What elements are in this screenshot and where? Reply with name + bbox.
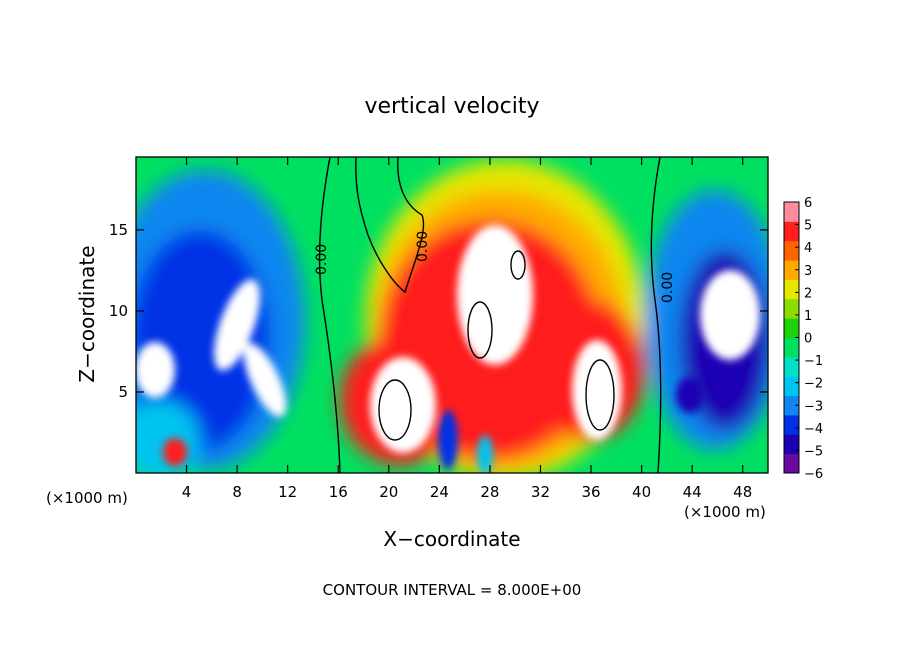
x-tick-label: 16 (329, 483, 348, 501)
colorbar-swatch (784, 434, 799, 455)
y-tick-label: 5 (118, 383, 128, 401)
colorbar-tick-label: 2 (804, 286, 812, 301)
colorbar-swatch (784, 395, 799, 416)
x-tick-label: 4 (182, 483, 192, 501)
colorbar-tick-label: 5 (804, 219, 812, 234)
y-axis: 5 10 15 (109, 221, 768, 401)
x-tick-label: 28 (480, 483, 499, 501)
colorbar-tick-label: −4 (804, 422, 823, 437)
y-tick-label: 15 (109, 221, 128, 239)
heatmap-field (136, 157, 768, 473)
colorbar-swatch (784, 414, 799, 435)
zero-contour-right (650, 157, 662, 473)
colorbar-tick-label: −2 (804, 377, 823, 392)
plot-frame (135, 156, 769, 474)
x-unit-left: (×1000 m) (46, 489, 128, 507)
y-axis-label: Z−coordinate (75, 245, 99, 382)
colorbar-tick-label: 6 (804, 196, 812, 211)
colorbar-tick-label: −5 (804, 444, 823, 459)
colorbar-tick-label: −1 (804, 354, 823, 369)
x-tick-label: 32 (531, 483, 550, 501)
contour-label: 0.00 (314, 244, 330, 275)
colorbar-swatch (784, 221, 799, 242)
x-tick-label: 40 (632, 483, 651, 501)
x-tick-label: 24 (430, 483, 449, 501)
contour-interval-footer: CONTOUR INTERVAL = 8.000E+00 (323, 581, 582, 599)
x-tick-label: 36 (581, 483, 600, 501)
zero-contour-mid-visible (355, 157, 425, 294)
colorbar-tick-label: 0 (804, 332, 812, 347)
chart-title: vertical velocity (364, 94, 539, 119)
colorbar-tick-label: 1 (804, 309, 812, 324)
colorbar-swatch (784, 337, 799, 358)
colorbar-swatch (784, 279, 799, 300)
x-tick-label: 12 (278, 483, 297, 501)
x-tick-label: 48 (733, 483, 752, 501)
colorbar-swatch (784, 453, 799, 474)
colorbar-swatch (784, 202, 799, 222)
y-tick-label: 10 (109, 302, 128, 320)
zero-contours (318, 157, 662, 473)
zero-contour-left (318, 157, 341, 473)
contour-label: 0.00 (415, 231, 431, 262)
colorbar: 6 5 4 3 2 1 0 −1 −2 −3 −4 −5 −6 (783, 196, 823, 482)
colorbar-swatch (784, 376, 799, 397)
contour-labels: 0.00 0.00 0.00 (314, 231, 676, 303)
colorbar-swatch (784, 298, 799, 319)
colorbar-swatch (784, 318, 799, 338)
x-tick-label: 8 (232, 483, 242, 501)
colorbar-swatch (784, 356, 799, 377)
colorbar-tick-label: −3 (804, 399, 823, 414)
x-axis: 4 8 12 16 20 24 28 32 36 40 44 48 (182, 157, 752, 501)
colorbar-tick-label: −6 (804, 467, 823, 482)
x-tick-label: 20 (379, 483, 398, 501)
x-tick-label: 44 (683, 483, 702, 501)
colorbar-tick-label: 4 (804, 241, 812, 256)
colorbar-swatch (784, 260, 799, 280)
x-unit-right: (×1000 m) (684, 503, 766, 521)
x-axis-label: X−coordinate (383, 527, 520, 551)
colorbar-swatch (784, 240, 799, 261)
colorbar-tick-label: 3 (804, 264, 812, 279)
contour-label: 0.00 (660, 272, 676, 303)
